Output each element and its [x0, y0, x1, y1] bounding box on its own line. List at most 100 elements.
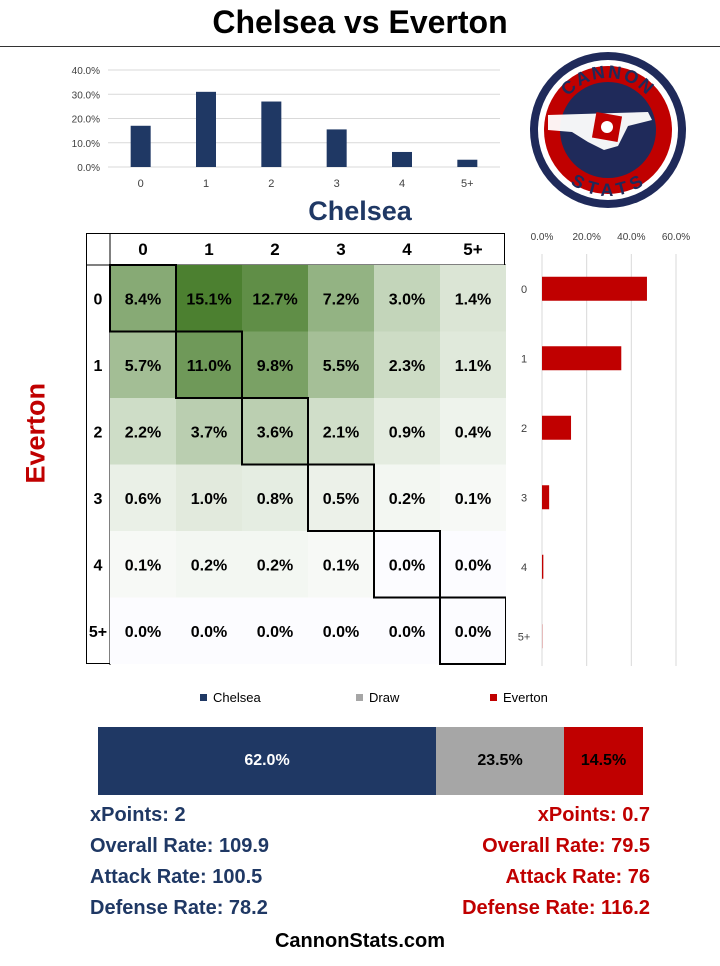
cell-value: 0.2%: [257, 557, 293, 574]
heatmap-cell: [374, 398, 440, 465]
bar-home-1: [196, 91, 216, 167]
cell-value: 8.4%: [125, 291, 161, 308]
cell-value: 0.2%: [191, 557, 227, 574]
heatmap-cell: [374, 531, 440, 598]
cell-value: 0.5%: [323, 491, 359, 508]
cell-value: 1.0%: [191, 491, 227, 508]
result-bar-draw: 23.5%: [436, 727, 564, 795]
x-tick-label: 1: [203, 178, 209, 190]
legend-draw-label: Draw: [369, 690, 400, 705]
bar-home-3: [326, 129, 347, 167]
x-tick-label: 20.0%: [572, 232, 600, 243]
heatmap-cell: [110, 398, 176, 465]
bar-home-0: [130, 125, 151, 167]
heatmap-cell: [308, 531, 374, 598]
heatmap-cell: [110, 265, 176, 332]
x-tick-label: 3: [334, 178, 340, 190]
bar-away-2: [542, 415, 572, 440]
heatmap-cell: [374, 331, 440, 398]
heatmap-cell: [176, 464, 242, 531]
heatmap-cell: [440, 265, 506, 332]
bar-home-2: [261, 101, 282, 167]
heatmap-cell: [374, 597, 440, 664]
result-bar-home: 62.0%: [98, 727, 436, 795]
away-stats: xPoints: 0.7 Overall Rate: 79.5 Attack R…: [462, 800, 650, 924]
home-attack-rate: Attack Rate: 100.5: [90, 866, 263, 888]
cell-value: 0.2%: [389, 491, 425, 508]
cell-value: 0.0%: [191, 624, 227, 641]
cell-value: 11.0%: [187, 358, 231, 375]
heatmap-cell: [374, 265, 440, 332]
away-goals-chart: 0.0% 20.0% 40.0% 60.0% 0 1 2 3 4 5+: [518, 232, 690, 666]
cell-value: 9.8%: [257, 358, 293, 375]
home-defense-rate: Defense Rate: 78.2: [90, 897, 268, 919]
cell-value: 0.9%: [389, 424, 425, 441]
row-header: 1: [94, 358, 103, 375]
heatmap-cell: [374, 464, 440, 531]
away-defense-rate: Defense Rate: 116.2: [462, 897, 650, 919]
legend-draw: Draw: [356, 690, 399, 705]
cell-value: 12.7%: [252, 291, 297, 308]
page-title: Chelsea vs Everton: [212, 4, 508, 40]
heatmap-cell: [242, 531, 308, 598]
away-attack-rate: Attack Rate: 76: [505, 866, 650, 888]
legend-away: Everton: [490, 690, 548, 705]
cell-value: 0.0%: [455, 624, 491, 641]
x-tick-label: 5+: [461, 178, 474, 190]
row-header: 0: [94, 291, 103, 308]
footer-site: CannonStats.com: [274, 930, 446, 952]
cell-value: 3.0%: [389, 291, 425, 308]
heatmap-cell: [308, 464, 374, 531]
cell-value: 2.2%: [125, 424, 161, 441]
cell-value: 0.0%: [125, 624, 161, 641]
home-xpoints: xPoints: 2: [90, 804, 186, 826]
x-tick-label: 40.0%: [617, 232, 645, 243]
cell-value: 0.4%: [455, 424, 491, 441]
away-overall-rate: Overall Rate: 79.5: [482, 835, 650, 857]
row-header: 3: [94, 491, 103, 508]
heatmap-cell: [110, 464, 176, 531]
cannon-stats-logo: CANNON STATS: [530, 52, 686, 208]
cell-value: 3.7%: [191, 424, 227, 441]
cell-value: 0.0%: [323, 624, 359, 641]
y-tick-label: 0.0%: [77, 163, 100, 174]
heatmap-cell: [176, 398, 242, 465]
cell-value: 0.0%: [389, 624, 425, 641]
col-header: 0: [138, 240, 147, 259]
y-tick-label: 0: [521, 284, 527, 296]
cell-value: 5.5%: [323, 358, 359, 375]
cell-value: 0.6%: [125, 491, 161, 508]
draw-diagonal-outline: [109, 264, 506, 665]
x-tick-label: 60.0%: [662, 232, 690, 243]
cell-value: 0.1%: [125, 557, 161, 574]
title-divider: [0, 46, 720, 47]
bar-home-5: [457, 159, 478, 167]
legend-draw-swatch: [356, 694, 363, 701]
heatmap-cell: [308, 398, 374, 465]
legend-home: Chelsea: [200, 690, 261, 705]
away-team-label: Everton: [20, 382, 51, 484]
heatmap-cell: [242, 331, 308, 398]
legend-away-label: Everton: [503, 690, 548, 705]
cell-value: 3.6%: [257, 424, 293, 441]
bar-home-4: [392, 151, 412, 167]
x-tick-label: 4: [399, 178, 405, 190]
heatmap-cell: [308, 597, 374, 664]
cell-value: 0.8%: [257, 491, 293, 508]
bar-away-1: [542, 346, 622, 371]
bar-away-3: [542, 485, 550, 510]
result-bar-away: 14.5%: [564, 727, 643, 795]
heatmap-cell: [440, 464, 506, 531]
scoreline-heatmap: 0 1 2 3 4 5+ 0 8.4% 15.1% 12.7% 7.2% 3.0% 1.4% 1 5.7% 1…: [86, 233, 506, 665]
row-header: 5+: [89, 624, 107, 641]
col-header: 2: [270, 240, 279, 259]
heatmap-cell: [242, 464, 308, 531]
home-overall-rate: Overall Rate: 109.9: [90, 835, 269, 857]
heatmap-cell: [110, 331, 176, 398]
legend-away-swatch: [490, 694, 497, 701]
legend-home-swatch: [200, 694, 207, 701]
heatmap-cell: [440, 531, 506, 598]
heatmap-cell: [110, 597, 176, 664]
heatmap-cell: [176, 531, 242, 598]
cell-value: 7.2%: [323, 291, 359, 308]
